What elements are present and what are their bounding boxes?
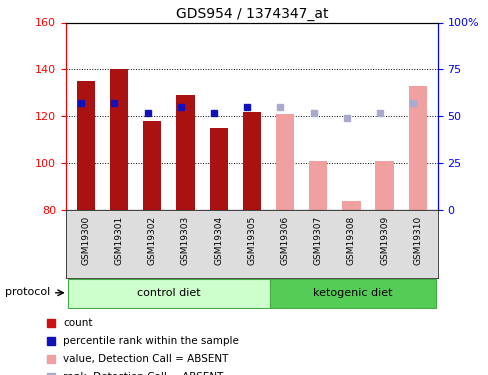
- Title: GDS954 / 1374347_at: GDS954 / 1374347_at: [175, 8, 327, 21]
- Text: GSM19303: GSM19303: [181, 215, 189, 265]
- Text: percentile rank within the sample: percentile rank within the sample: [63, 336, 239, 346]
- Text: GSM19301: GSM19301: [114, 215, 123, 265]
- Text: GSM19308: GSM19308: [346, 215, 355, 265]
- Bar: [143, 121, 161, 210]
- Text: ketogenic diet: ketogenic diet: [313, 288, 392, 298]
- Text: rank, Detection Call = ABSENT: rank, Detection Call = ABSENT: [63, 372, 224, 375]
- Bar: [275, 114, 294, 210]
- Text: GSM19300: GSM19300: [81, 215, 90, 265]
- Text: GSM19305: GSM19305: [247, 215, 256, 265]
- Text: GSM19309: GSM19309: [379, 215, 388, 265]
- Text: GSM19302: GSM19302: [147, 215, 157, 264]
- Text: GSM19306: GSM19306: [280, 215, 289, 265]
- Text: GSM19304: GSM19304: [214, 215, 223, 264]
- Text: count: count: [63, 318, 93, 328]
- Bar: [67, 279, 269, 308]
- Text: protocol: protocol: [5, 287, 50, 297]
- Bar: [408, 86, 426, 210]
- Bar: [209, 128, 227, 210]
- Bar: [375, 161, 393, 210]
- Bar: [308, 161, 326, 210]
- Bar: [269, 279, 435, 308]
- Text: value, Detection Call = ABSENT: value, Detection Call = ABSENT: [63, 354, 228, 364]
- Text: GSM19307: GSM19307: [313, 215, 322, 265]
- Bar: [242, 112, 261, 210]
- Text: control diet: control diet: [137, 288, 200, 298]
- Bar: [77, 81, 95, 210]
- Bar: [342, 201, 360, 210]
- Bar: [176, 95, 194, 210]
- Text: GSM19310: GSM19310: [412, 215, 421, 265]
- Bar: [110, 69, 128, 210]
